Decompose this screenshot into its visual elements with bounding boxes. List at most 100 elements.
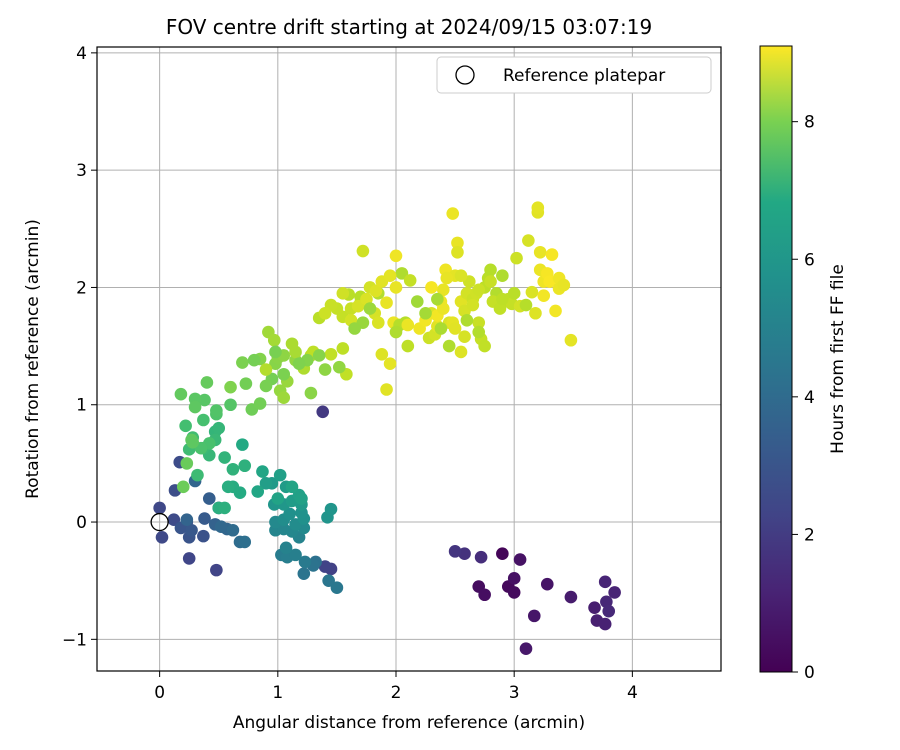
colorbar-tick-label: 0 <box>804 663 815 683</box>
data-point <box>380 383 393 396</box>
data-point <box>513 553 527 566</box>
y-tick-label: 2 <box>76 278 87 298</box>
data-point <box>383 269 397 283</box>
data-point <box>375 348 389 361</box>
data-point <box>185 523 198 537</box>
data-point <box>210 563 223 577</box>
data-point <box>324 348 338 361</box>
data-point <box>403 274 417 287</box>
data-point <box>226 523 240 537</box>
data-point <box>496 292 509 306</box>
y-axis-ticks: −1 0 1 2 3 4 <box>62 44 97 650</box>
x-tick-label: 1 <box>272 683 283 703</box>
data-point <box>285 337 299 351</box>
data-point <box>451 245 464 259</box>
data-point <box>460 313 474 327</box>
data-point <box>279 541 293 555</box>
data-point <box>259 379 273 393</box>
x-tick-label: 0 <box>154 683 165 703</box>
data-point <box>179 419 192 433</box>
data-point <box>336 342 350 355</box>
data-point <box>522 234 535 247</box>
data-point <box>297 567 311 580</box>
data-point <box>316 405 330 419</box>
colorbar-tick-label: 2 <box>804 525 815 545</box>
data-point <box>588 601 601 614</box>
data-point <box>466 298 480 312</box>
data-point <box>389 281 403 294</box>
x-tick-label: 3 <box>509 683 520 703</box>
data-point <box>221 480 235 494</box>
data-point <box>330 581 344 595</box>
data-point <box>454 269 468 283</box>
data-point <box>198 393 211 407</box>
reference-platepar-marker <box>150 512 169 532</box>
data-point <box>180 513 194 526</box>
data-point <box>176 480 190 494</box>
data-point <box>598 575 612 589</box>
data-point <box>446 207 460 220</box>
data-point <box>155 530 169 544</box>
data-point <box>214 520 228 534</box>
data-point <box>182 552 196 565</box>
colorbar-tick-label: 6 <box>804 250 815 270</box>
data-point <box>389 249 403 263</box>
data-point <box>322 574 335 587</box>
chart-title: FOV centre drift starting at 2024/09/15 … <box>166 15 652 39</box>
grid-lines <box>97 47 721 671</box>
data-point <box>253 397 267 410</box>
data-point <box>602 604 616 618</box>
data-point <box>537 289 551 302</box>
data-point <box>218 501 231 515</box>
data-point <box>496 547 509 561</box>
data-point <box>289 548 302 562</box>
data-point <box>348 322 361 335</box>
data-point <box>197 529 210 543</box>
data-point <box>434 322 448 335</box>
data-point <box>419 306 432 320</box>
y-tick-label: 3 <box>76 161 87 181</box>
data-point <box>458 547 471 561</box>
colorbar-tick-label: 8 <box>804 113 815 133</box>
data-point <box>256 465 269 478</box>
data-point <box>549 304 562 318</box>
data-point <box>454 345 468 359</box>
data-point <box>507 287 521 300</box>
data-point <box>543 275 556 288</box>
data-point <box>363 302 377 315</box>
data-point <box>474 550 488 564</box>
data-point <box>389 325 403 339</box>
data-point <box>318 306 332 320</box>
data-point <box>224 398 237 412</box>
data-point <box>442 339 456 353</box>
x-axis-ticks: 0 1 2 3 4 <box>154 671 638 703</box>
data-point <box>236 438 249 451</box>
data-point <box>356 244 370 258</box>
data-point <box>401 339 415 353</box>
data-point <box>292 357 306 370</box>
data-point <box>531 201 545 214</box>
data-point <box>167 513 181 526</box>
data-point <box>425 281 438 294</box>
data-point <box>174 387 188 401</box>
data-point <box>332 360 346 374</box>
colorbar-ticks: 0 2 4 6 8 <box>792 113 815 683</box>
y-tick-label: 0 <box>76 513 87 533</box>
data-point <box>251 485 265 498</box>
data-point <box>564 333 578 347</box>
data-point <box>519 642 533 656</box>
data-point <box>271 492 285 505</box>
data-point <box>436 283 450 297</box>
data-point <box>431 292 444 306</box>
data-point <box>212 421 226 435</box>
data-point <box>191 468 204 482</box>
data-point <box>557 278 571 292</box>
data-point <box>304 386 318 400</box>
data-point <box>448 322 462 335</box>
data-point <box>210 404 223 417</box>
data-point <box>395 267 409 280</box>
legend: Reference platepar <box>436 56 712 94</box>
data-point <box>484 275 497 288</box>
data-point <box>153 501 166 515</box>
